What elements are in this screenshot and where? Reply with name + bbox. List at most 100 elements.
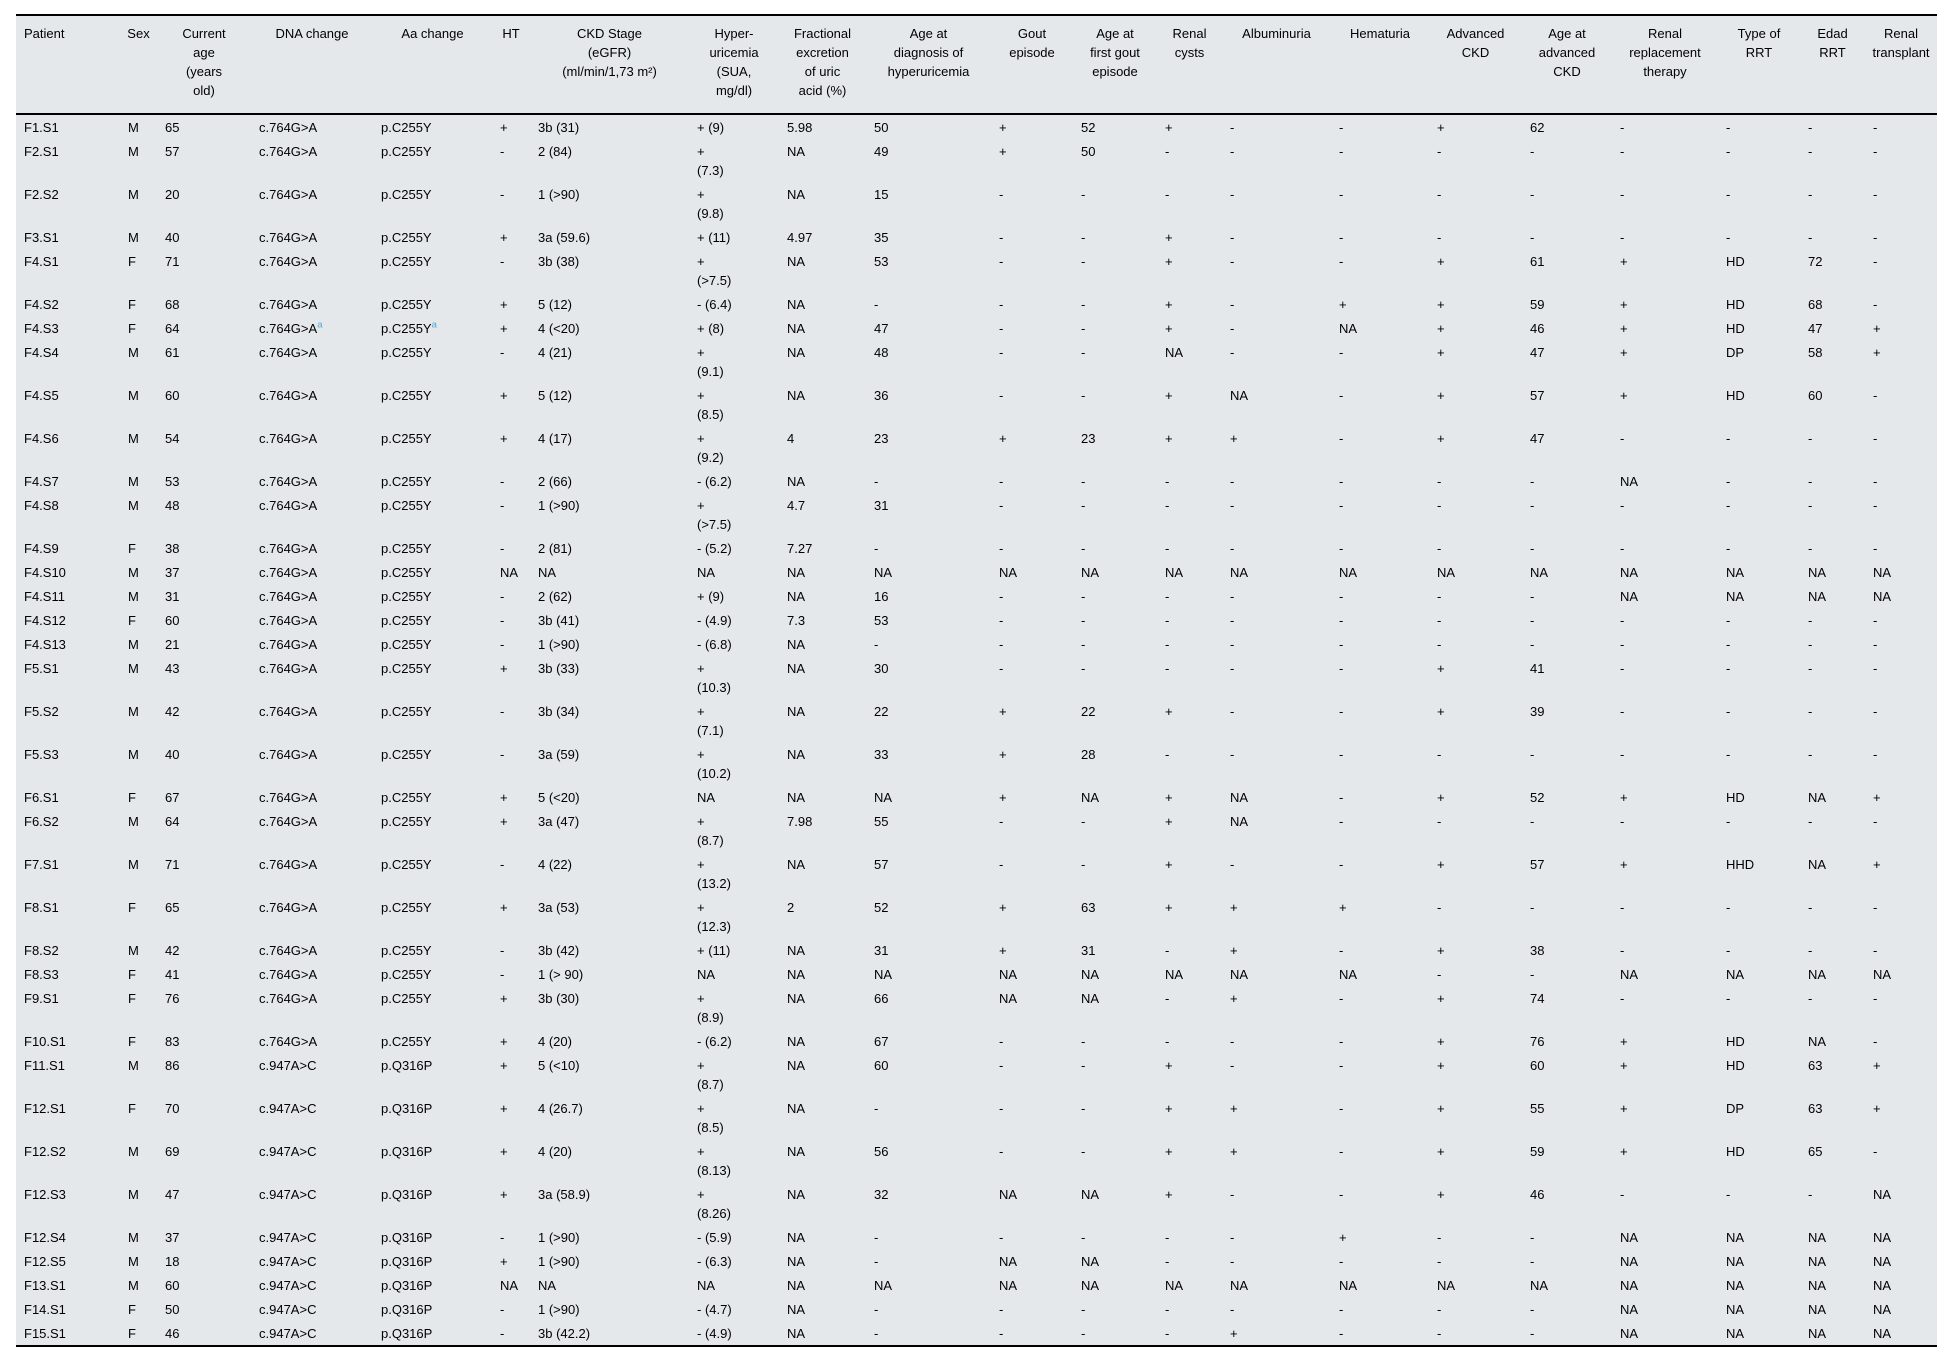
cell-renal-replacement-therapy: - <box>1620 942 1625 958</box>
cell-sex: F <box>128 899 136 915</box>
cell-fractional-excretion: NA <box>787 1301 806 1317</box>
cell-gout-episode: NA <box>999 1277 1018 1293</box>
cell-fractional-excretion: NA <box>787 588 806 604</box>
cell-age-first-gout: NA <box>1081 564 1100 580</box>
cell-hyperuricemia: - (6.8) <box>697 636 732 652</box>
cell-age-advanced-ckd: 52 <box>1530 789 1545 805</box>
cell-hyperuricemia: - (6.2) <box>697 473 732 489</box>
cell-renal-replacement-therapy: + <box>1620 1057 1628 1073</box>
column-header-fractional-excretion: Fractional excretion of uric acid (%) <box>793 26 852 98</box>
cell-sex: M <box>128 1229 139 1245</box>
cell-renal-replacement-therapy: - <box>1620 899 1625 915</box>
cell-hematuria: - <box>1339 253 1344 269</box>
table-row-f4.s12: F4.S12 F 60 c.764G>A p.C255Y - 3b (41) - (4.9) 7… <box>16 608 1937 632</box>
cell-hyperuricemia: + (8.7) <box>697 1057 724 1092</box>
cell-ht: + <box>500 387 508 403</box>
cell-renal-cysts: - <box>1165 1229 1170 1245</box>
cell-current-age: 38 <box>165 540 180 556</box>
cell-ckd-stage: 1 (>90) <box>538 636 580 652</box>
cell-sex: M <box>128 588 139 604</box>
table-row-f11.s1: F11.S1 M 86 c.947A>C p.Q316P +5 (<10) + (8.7) N… <box>16 1053 1937 1096</box>
cell-fractional-excretion: NA <box>787 1057 806 1073</box>
cell-renal-transplant: - <box>1873 899 1878 915</box>
cell-sex: F <box>128 1325 136 1341</box>
cell-hematuria: - <box>1339 143 1344 159</box>
cell-current-age: 69 <box>165 1143 180 1159</box>
cell-current-age: 20 <box>165 186 180 202</box>
cell-age-advanced-ckd: - <box>1530 1325 1535 1341</box>
cell-dna-change: c.947A>C <box>259 1057 317 1073</box>
cell-hematuria: - <box>1339 229 1344 245</box>
cell-hyperuricemia: + (8) <box>697 320 725 336</box>
cell-renal-replacement-therapy: - <box>1620 143 1625 159</box>
cell-sex: M <box>128 813 139 829</box>
cell-patient: F5.S2 <box>24 703 59 719</box>
table-row-f7.s1: F7.S1 M 71 c.764G>A p.C255Y - 4 (22) + (13.2) NA… <box>16 852 1937 895</box>
column-header-hematuria: Hematuria <box>1350 26 1410 41</box>
cell-sex: F <box>128 320 136 336</box>
cell-current-age: 40 <box>165 229 180 245</box>
cell-aa-change: p.C255Y <box>381 564 432 580</box>
cell-aa-change: p.Q316P <box>381 1229 433 1245</box>
cell-fractional-excretion: NA <box>787 186 806 202</box>
cell-current-age: 64 <box>165 813 180 829</box>
cell-age-advanced-ckd: - <box>1530 497 1535 513</box>
cell-type-of-rrt: HD <box>1726 387 1745 403</box>
cell-patient: F10.S1 <box>24 1033 66 1049</box>
cell-renal-cysts: NA <box>1165 966 1184 982</box>
table-row-f9.s1: F9.S1 F 76 c.764G>A p.C255Y +3b (30) + (8.9) NA… <box>16 986 1937 1029</box>
cell-albuminuria: - <box>1230 1057 1235 1073</box>
cell-hematuria: - <box>1339 1253 1344 1269</box>
cell-ht: - <box>500 540 505 556</box>
cell-age-first-gout: - <box>1081 186 1086 202</box>
cell-gout-episode: + <box>999 703 1007 719</box>
cell-advanced-ckd: - <box>1437 1325 1442 1341</box>
cell-ckd-stage: 3b (41) <box>538 612 580 628</box>
cell-type-of-rrt: - <box>1726 473 1731 489</box>
cell-age-diagnosis-hyperuricemia: - <box>874 1229 879 1245</box>
table-row-f2.s2: F2.S2 M 20 c.764G>A p.C255Y - 1 (>90) + (9.8) NA… <box>16 182 1937 225</box>
cell-renal-cysts: - <box>1165 636 1170 652</box>
cell-ht: - <box>500 856 505 872</box>
cell-renal-cysts: - <box>1165 186 1170 202</box>
cell-aa-change: p.C255Y <box>381 540 432 556</box>
cell-aa-change: p.C255Y <box>381 990 432 1006</box>
cell-albuminuria: - <box>1230 497 1235 513</box>
cell-type-of-rrt: - <box>1726 186 1731 202</box>
cell-sex: F <box>128 990 136 1006</box>
cell-current-age: 18 <box>165 1253 180 1269</box>
cell-edad-rrt: - <box>1808 660 1813 676</box>
cell-ckd-stage: 1 (>90) <box>538 186 580 202</box>
cell-age-advanced-ckd: - <box>1530 186 1535 202</box>
cell-edad-rrt: 47 <box>1808 320 1823 336</box>
cell-ckd-stage: NA <box>538 564 557 580</box>
cell-sex: M <box>128 636 139 652</box>
cell-edad-rrt: NA <box>1808 1033 1827 1049</box>
cell-renal-transplant: - <box>1873 473 1878 489</box>
cell-age-diagnosis-hyperuricemia: 31 <box>874 497 889 513</box>
cell-sex: M <box>128 186 139 202</box>
cell-ckd-stage: 4 (<20) <box>538 320 580 336</box>
cell-age-diagnosis-hyperuricemia: 22 <box>874 703 889 719</box>
cell-current-age: 65 <box>165 899 180 915</box>
cell-renal-transplant: - <box>1873 636 1878 652</box>
cell-advanced-ckd: + <box>1437 344 1445 360</box>
cell-sex: M <box>128 344 139 360</box>
cell-renal-transplant: + <box>1873 344 1881 360</box>
cell-ht: + <box>500 1057 508 1073</box>
table-row-f4.s8: F4.S8 M 48 c.764G>A p.C255Y - 1 (>90) + (>7.5) 4… <box>16 493 1937 536</box>
cell-renal-transplant: - <box>1873 253 1878 269</box>
cell-gout-episode: - <box>999 473 1004 489</box>
table-body: F1.S1 M 65 c.764G>A p.C255Y +3b (31) + (9) 5.98… <box>16 114 1937 1346</box>
column-header-hyperuricemia: Hyper- uricemia (SUA, mg/dl) <box>709 26 759 98</box>
cell-renal-replacement-therapy: - <box>1620 746 1625 762</box>
cell-patient: F2.S1 <box>24 143 59 159</box>
column-header-renal-transplant: Renal transplant <box>1872 26 1930 60</box>
cell-aa-change: p.C255Y <box>381 588 432 604</box>
cell-renal-replacement-therapy: NA <box>1620 564 1639 580</box>
cell-aa-change: p.C255Y <box>381 942 432 958</box>
cell-albuminuria: - <box>1230 588 1235 604</box>
cell-hyperuricemia: - (6.2) <box>697 1033 732 1049</box>
cell-dna-change: c.947A>C <box>259 1100 317 1116</box>
cell-albuminuria: NA <box>1230 966 1249 982</box>
